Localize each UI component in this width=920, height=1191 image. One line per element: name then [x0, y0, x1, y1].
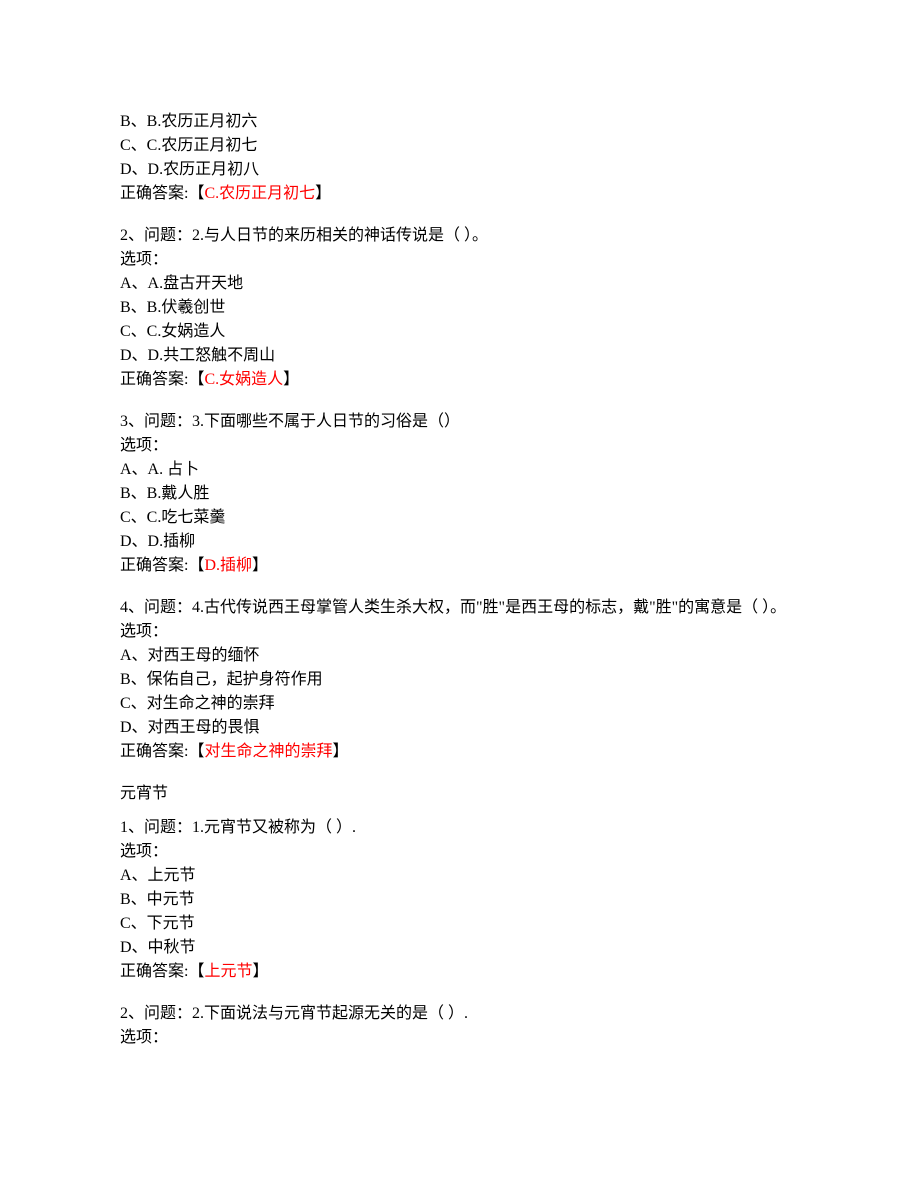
question-4: 4、问题：4.古代传说西王母掌管人类生杀大权，而"胜"是西王母的标志，戴"胜"的…: [120, 596, 800, 764]
section-title: 元宵节: [120, 782, 800, 806]
question-5: 1、问题：1.元宵节又被称为（ ）. 选项： A、上元节 B、中元节 C、下元节…: [120, 816, 800, 984]
answer-prefix: 正确答案:【: [120, 743, 204, 760]
option-line: C、C.农历正月初七: [120, 134, 800, 158]
option-line: B、中元节: [120, 888, 800, 912]
answer-suffix: 】: [332, 743, 348, 760]
option-line: D、D.共工怒触不周山: [120, 344, 800, 368]
answer-line: 正确答案:【D.插柳】: [120, 554, 800, 578]
option-line: D、对西王母的畏惧: [120, 716, 800, 740]
question-text: 1、问题：1.元宵节又被称为（ ）.: [120, 816, 800, 840]
answer-prefix: 正确答案:【: [120, 185, 204, 202]
answer-text: C.农历正月初七: [204, 185, 315, 202]
option-line: C、C.女娲造人: [120, 320, 800, 344]
option-line: A、上元节: [120, 864, 800, 888]
answer-text: D.插柳: [204, 557, 252, 574]
options-label: 选项：: [120, 1026, 800, 1050]
option-line: C、对生命之神的崇拜: [120, 692, 800, 716]
question-text: 2、问题：2.与人日节的来历相关的神话传说是（ ）。: [120, 224, 800, 248]
answer-prefix: 正确答案:【: [120, 371, 204, 388]
question-6: 2、问题：2.下面说法与元宵节起源无关的是（ ）. 选项：: [120, 1002, 800, 1050]
answer-prefix: 正确答案:【: [120, 557, 204, 574]
answer-text: C.女娲造人: [204, 371, 283, 388]
option-line: D、中秋节: [120, 936, 800, 960]
answer-line: 正确答案:【对生命之神的崇拜】: [120, 740, 800, 764]
answer-suffix: 】: [252, 963, 268, 980]
answer-suffix: 】: [252, 557, 268, 574]
answer-line: 正确答案:【C.女娲造人】: [120, 368, 800, 392]
question-1-remainder: B、B.农历正月初六 C、C.农历正月初七 D、D.农历正月初八 正确答案:【C…: [120, 110, 800, 206]
options-label: 选项：: [120, 840, 800, 864]
option-line: B、B.伏羲创世: [120, 296, 800, 320]
option-line: A、对西王母的缅怀: [120, 644, 800, 668]
option-line: B、B.戴人胜: [120, 482, 800, 506]
question-text: 4、问题：4.古代传说西王母掌管人类生杀大权，而"胜"是西王母的标志，戴"胜"的…: [120, 596, 800, 620]
option-line: A、A. 占卜: [120, 458, 800, 482]
option-line: B、保佑自己，起护身符作用: [120, 668, 800, 692]
option-line: C、下元节: [120, 912, 800, 936]
question-text: 2、问题：2.下面说法与元宵节起源无关的是（ ）.: [120, 1002, 800, 1026]
answer-line: 正确答案:【C.农历正月初七】: [120, 182, 800, 206]
question-2: 2、问题：2.与人日节的来历相关的神话传说是（ ）。 选项： A、A.盘古开天地…: [120, 224, 800, 392]
answer-text: 对生命之神的崇拜: [204, 743, 332, 760]
question-text: 3、问题：3.下面哪些不属于人日节的习俗是（）: [120, 410, 800, 434]
option-line: C、C.吃七菜羹: [120, 506, 800, 530]
answer-suffix: 】: [283, 371, 299, 388]
option-line: D、D.农历正月初八: [120, 158, 800, 182]
answer-line: 正确答案:【上元节】: [120, 960, 800, 984]
answer-prefix: 正确答案:【: [120, 963, 204, 980]
option-line: A、A.盘古开天地: [120, 272, 800, 296]
answer-suffix: 】: [315, 185, 331, 202]
option-line: D、D.插柳: [120, 530, 800, 554]
answer-text: 上元节: [204, 963, 252, 980]
option-line: B、B.农历正月初六: [120, 110, 800, 134]
options-label: 选项：: [120, 620, 800, 644]
options-label: 选项：: [120, 434, 800, 458]
options-label: 选项：: [120, 248, 800, 272]
question-3: 3、问题：3.下面哪些不属于人日节的习俗是（） 选项： A、A. 占卜 B、B.…: [120, 410, 800, 578]
